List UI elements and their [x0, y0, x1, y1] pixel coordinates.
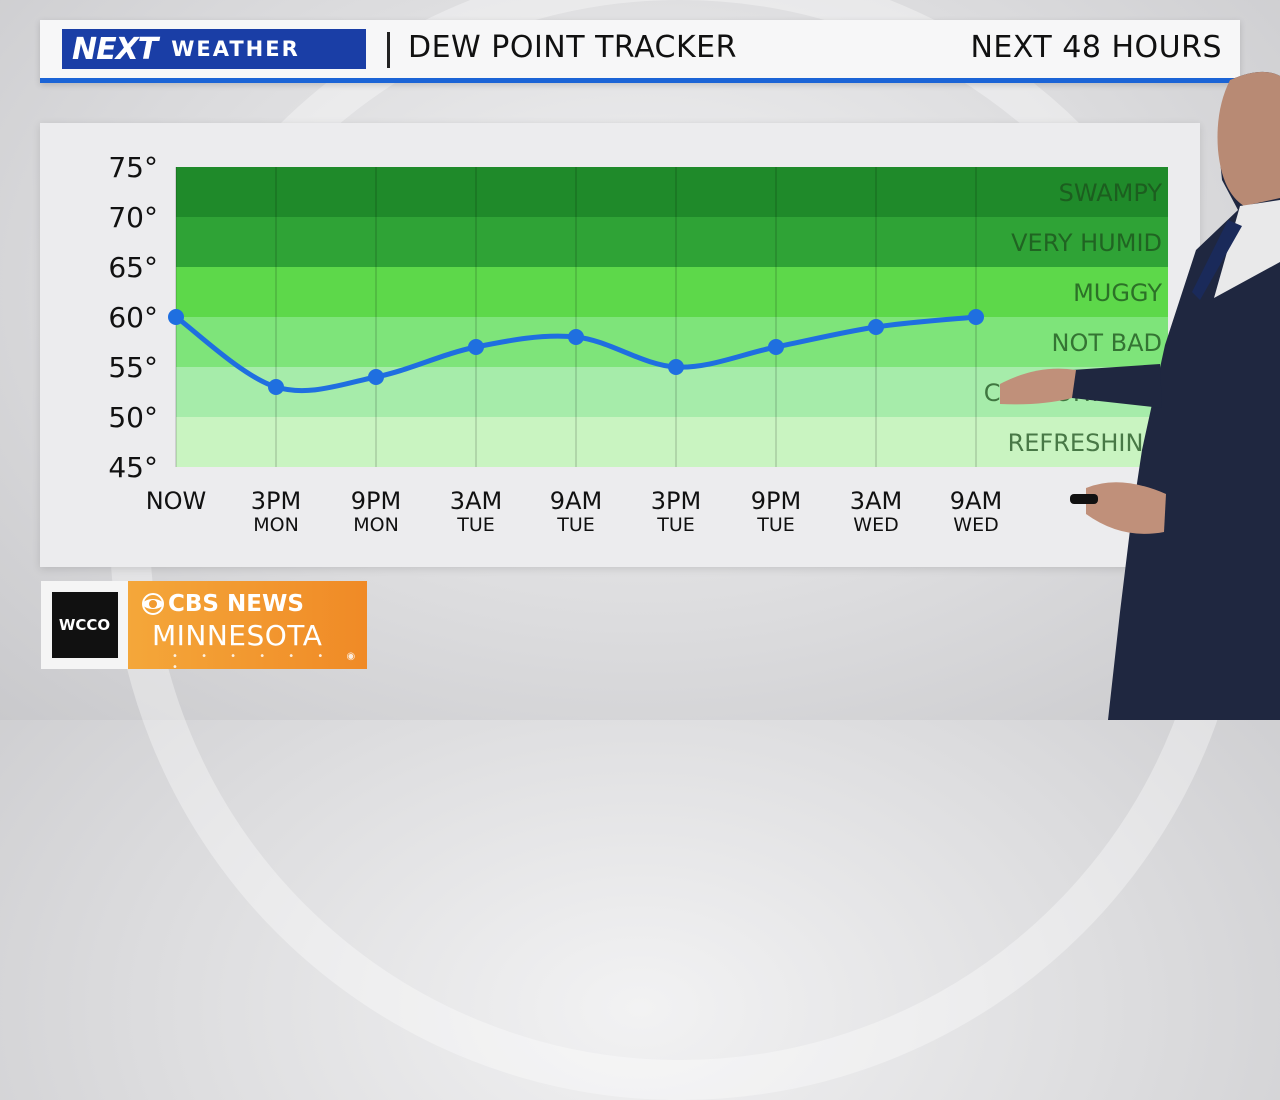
y-tick-label-5: 50°: [108, 401, 158, 434]
x-tick-sublabel-7: WED: [853, 514, 898, 536]
x-tick-label-3: 3AM: [450, 487, 502, 515]
band-label-1: VERY HUMID: [1011, 229, 1162, 257]
x-tick-label-7: 3AM: [850, 487, 902, 515]
y-tick-label-2: 65°: [108, 251, 158, 284]
page-title: DEW POINT TRACKER: [408, 30, 737, 65]
brand-weather: WEATHER: [171, 37, 300, 61]
x-tick-sublabel-3: TUE: [456, 514, 495, 536]
band-label-5: REFRESHING: [1008, 429, 1162, 457]
band-3: [176, 317, 1168, 367]
x-tick-label-4: 9AM: [550, 487, 602, 515]
station-logo: WCCO CBS NEWS MINNESOTA • • • • • • ◉ •: [41, 581, 367, 673]
data-point-1: [268, 379, 284, 395]
x-tick-label-5: 3PM: [651, 487, 701, 515]
x-tick-sublabel-6: TUE: [756, 514, 795, 536]
brand-next: NEXT: [72, 31, 158, 67]
band-1: [176, 217, 1168, 267]
x-tick-label-8: 9AM: [950, 487, 1002, 515]
x-tick-sublabel-2: MON: [353, 514, 399, 536]
data-point-4: [568, 329, 584, 345]
y-tick-label-4: 55°: [108, 351, 158, 384]
presenter-silhouette: [1000, 71, 1280, 720]
band-0: [176, 167, 1168, 217]
cbs-eye-icon: [142, 593, 164, 615]
data-point-2: [368, 369, 384, 385]
x-tick-label-2: 9PM: [351, 487, 401, 515]
data-point-3: [468, 339, 484, 355]
logo-decoration: • • • • • • ◉ •: [172, 651, 366, 673]
band-5: [176, 417, 1168, 467]
wcco-logo: WCCO: [41, 581, 128, 669]
data-point-7: [868, 319, 884, 335]
cbs-news-minnesota-logo: CBS NEWS MINNESOTA • • • • • • ◉ •: [128, 581, 367, 673]
data-point-0: [168, 309, 184, 325]
header-divider: [387, 32, 390, 68]
y-tick-label-3: 60°: [108, 301, 158, 334]
x-tick-sublabel-8: WED: [953, 514, 998, 536]
minnesota-text: MINNESOTA: [152, 619, 323, 652]
time-range-label: NEXT 48 HOURS: [970, 30, 1222, 65]
wcco-text: WCCO: [51, 592, 118, 658]
data-point-6: [768, 339, 784, 355]
x-tick-label-6: 9PM: [751, 487, 801, 515]
x-tick-sublabel-4: TUE: [556, 514, 595, 536]
header-bar: NEXT WEATHER DEW POINT TRACKER NEXT 48 H…: [40, 20, 1240, 83]
next-weather-logo: NEXT WEATHER: [62, 29, 366, 69]
band-label-3: NOT BAD: [1052, 329, 1163, 357]
x-tick-label-0: NOW: [146, 487, 207, 515]
data-point-8: [968, 309, 984, 325]
band-2: [176, 267, 1168, 317]
data-point-5: [668, 359, 684, 375]
x-tick-sublabel-5: TUE: [656, 514, 695, 536]
y-tick-label-6: 45°: [108, 451, 158, 484]
y-tick-label-0: 75°: [108, 151, 158, 184]
band-label-2: MUGGY: [1073, 279, 1162, 307]
x-tick-label-1: 3PM: [251, 487, 301, 515]
y-tick-label-1: 70°: [108, 201, 158, 234]
cbs-news-text: CBS NEWS: [168, 591, 304, 617]
x-tick-sublabel-1: MON: [253, 514, 299, 536]
band-label-0: SWAMPY: [1059, 179, 1163, 207]
